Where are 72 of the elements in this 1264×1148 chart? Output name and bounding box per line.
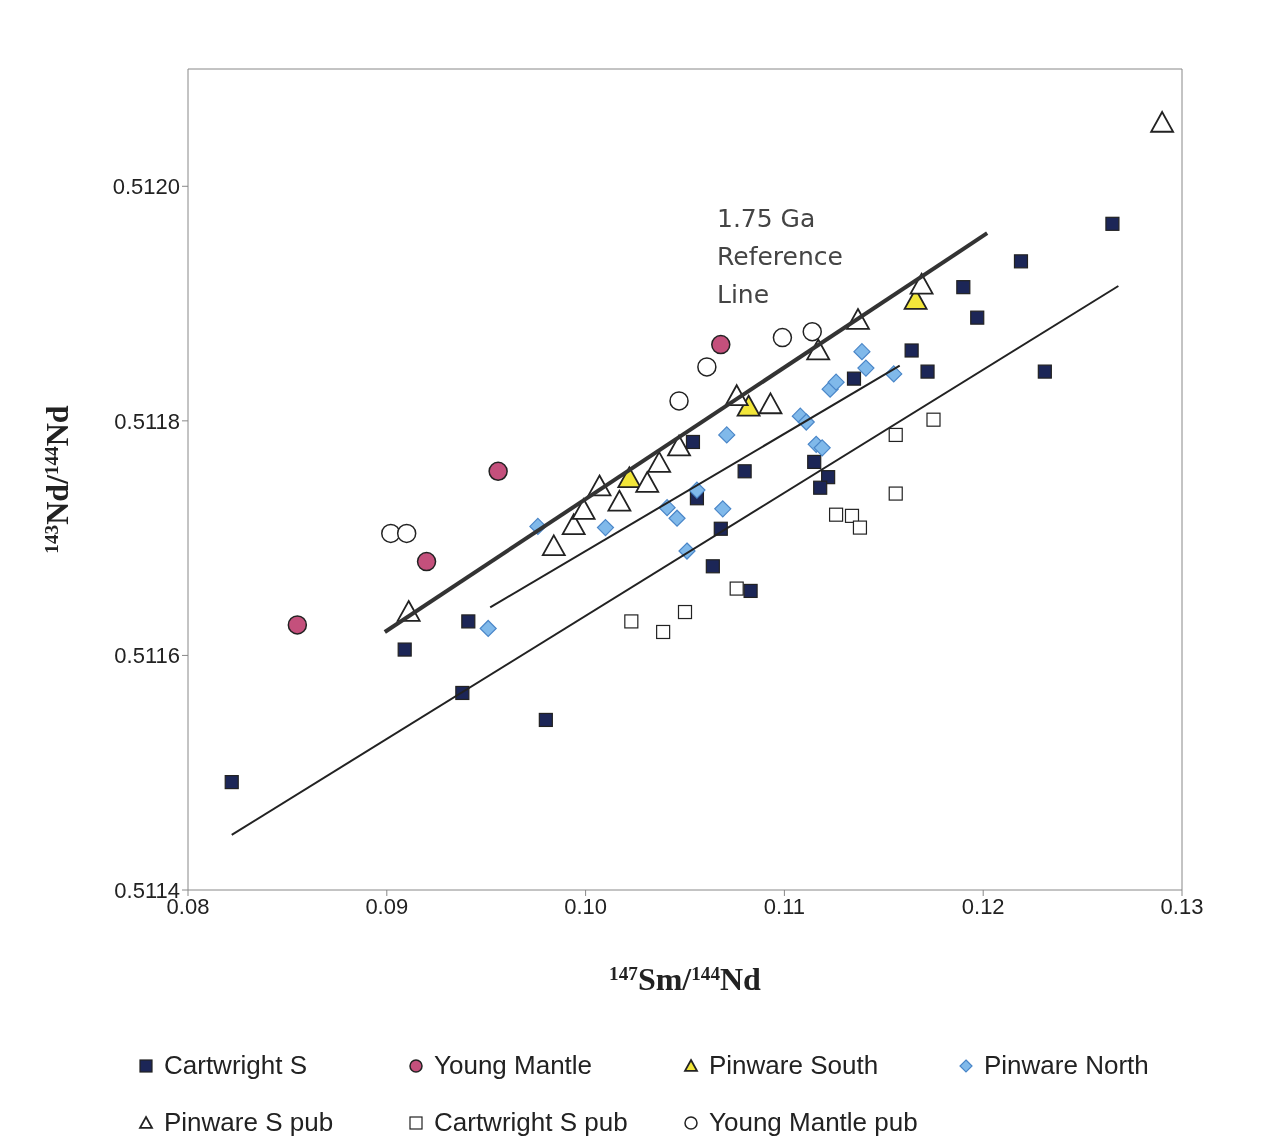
point [743, 583, 758, 599]
point [729, 581, 744, 596]
point [461, 614, 476, 629]
point [813, 439, 831, 457]
point [669, 391, 689, 411]
point [737, 464, 752, 479]
point [705, 559, 720, 574]
y-tick-label: 0.5116 [114, 643, 180, 669]
point [479, 619, 497, 638]
legend-label: Young Mantle [434, 1050, 593, 1081]
x-tick-label: 0.09 [365, 893, 409, 919]
point [416, 551, 437, 572]
point [718, 426, 736, 444]
point [904, 343, 919, 358]
point [538, 712, 553, 728]
point [853, 343, 871, 361]
point [1150, 111, 1175, 133]
point [813, 480, 828, 495]
annotation: 1.75 Ga Reference Line [717, 203, 844, 311]
point [381, 523, 401, 544]
point [857, 359, 875, 377]
point [1105, 216, 1120, 231]
point [956, 280, 971, 295]
point [685, 434, 701, 450]
point [397, 642, 412, 657]
legend-label: Pinware North [984, 1050, 1149, 1081]
point [624, 614, 639, 629]
point [970, 310, 985, 325]
point [802, 321, 822, 342]
point [1037, 364, 1052, 379]
point [758, 392, 783, 415]
legend-label: Cartwright S [164, 1050, 308, 1081]
point [287, 615, 308, 635]
x-tick-label: 0.11 [763, 893, 805, 919]
point [541, 534, 566, 557]
point [827, 373, 845, 391]
point [920, 364, 935, 379]
point [711, 334, 731, 355]
point [596, 518, 615, 537]
point [571, 498, 596, 520]
point [488, 461, 508, 482]
point [852, 520, 868, 535]
x-axis-title: $^{147}$Sm/$^{144}$Nd [609, 961, 762, 997]
point [607, 489, 632, 512]
point [807, 454, 822, 470]
point [668, 509, 686, 527]
x-tick-label: 0.12 [961, 893, 1005, 919]
legend-label: Pinware S pub [164, 1107, 334, 1138]
x-tick-label: 0.13 [1160, 893, 1204, 919]
legend-label: Pinware South [709, 1050, 879, 1081]
y-tick-label: 0.5118 [114, 408, 180, 434]
point [635, 471, 660, 493]
point [396, 523, 417, 544]
point [888, 427, 903, 443]
point [909, 272, 934, 295]
point [888, 486, 903, 501]
y-tick-label: 0.5120 [112, 174, 180, 200]
legend-label: Young Mantle pub [709, 1107, 918, 1138]
point [772, 327, 793, 348]
point [714, 500, 732, 518]
point [224, 775, 239, 790]
point [697, 357, 717, 377]
point [647, 451, 672, 473]
x-tick-label: 0.10 [564, 893, 608, 919]
legend-label: Cartwright S pub [434, 1107, 628, 1138]
point [1013, 254, 1029, 269]
point [561, 513, 586, 535]
point [828, 507, 844, 522]
point [926, 412, 941, 427]
point [846, 371, 862, 386]
point [677, 604, 693, 620]
point [656, 624, 671, 640]
